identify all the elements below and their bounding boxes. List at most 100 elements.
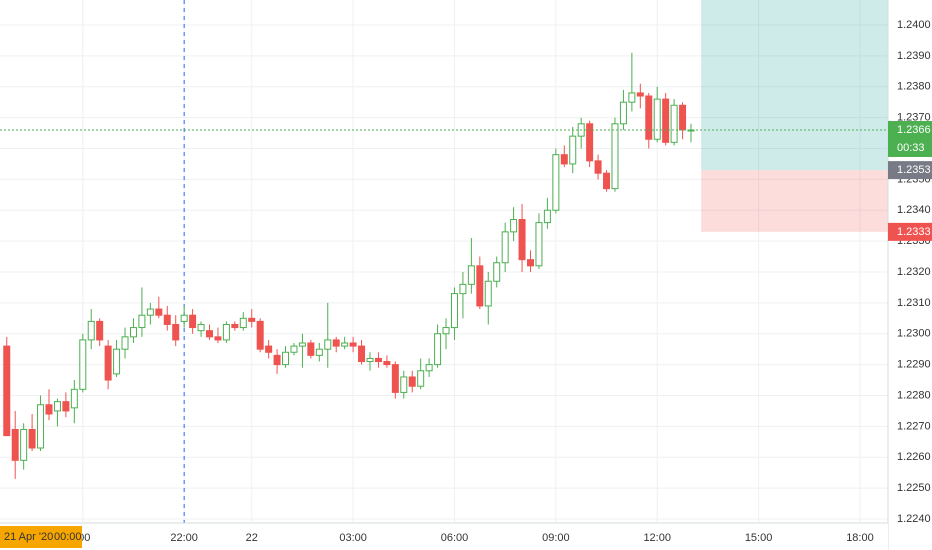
candle-body [62, 401, 70, 412]
candle-body [96, 320, 104, 341]
candle-body [248, 317, 256, 322]
candle-body [569, 135, 577, 165]
candle-body [662, 98, 670, 143]
candle-body [3, 345, 11, 437]
loss-zone [701, 170, 888, 232]
candle-body [70, 388, 78, 409]
y-tick-label: 1.2300 [897, 328, 931, 340]
y-tick-label: 1.2400 [897, 19, 931, 31]
entry-label: 1.2353 [897, 164, 931, 176]
candle-body [180, 314, 188, 322]
candle-body [611, 123, 619, 190]
candle-body [603, 172, 611, 190]
candle-body [214, 336, 222, 341]
candle-body [307, 342, 315, 356]
candle-body [619, 101, 627, 125]
stop-label: 1.2333 [897, 226, 931, 238]
candle-body [543, 209, 551, 224]
candle-body [501, 231, 509, 264]
candle-body [518, 219, 526, 261]
candle-body [104, 345, 112, 381]
candle-body [189, 314, 197, 329]
candle-body [87, 320, 95, 341]
candle-body [586, 123, 594, 162]
y-tick-label: 1.2310 [897, 297, 931, 309]
y-tick-label: 1.2380 [897, 81, 931, 93]
candle-body [256, 320, 264, 350]
entry-label-bg [888, 161, 932, 180]
countdown-label-bg [888, 138, 932, 157]
candle-body [670, 104, 678, 143]
y-tick-label: 1.2320 [897, 266, 931, 278]
candle-body [679, 104, 687, 131]
candle-body [290, 345, 298, 353]
candle-body [28, 428, 36, 449]
candle-body [434, 333, 442, 366]
candle-body [628, 92, 636, 103]
candle-body [273, 354, 281, 366]
candle-body [653, 98, 661, 140]
x-tick-label: 06:00 [441, 532, 469, 544]
candle-body [155, 308, 163, 316]
crosshair-time: 00:00 [54, 531, 82, 543]
candle-body [172, 323, 180, 341]
candle-body [298, 342, 306, 347]
candle-body [113, 348, 121, 375]
candle-body [231, 323, 239, 329]
x-tick-label: 22 [246, 532, 258, 544]
x-tick-label: 15:00 [745, 532, 773, 544]
price-axis [888, 0, 932, 550]
time-axis [0, 523, 888, 550]
candle-body [374, 357, 382, 363]
candle-body [527, 259, 535, 267]
candle-body [442, 327, 450, 335]
candle-body [11, 428, 19, 461]
y-tick-label: 1.2370 [897, 112, 931, 124]
stop-label-bg [888, 222, 932, 241]
candle-body [349, 342, 357, 347]
x-tick-label: 09:00 [542, 532, 570, 544]
crosshair-date-bg [0, 526, 82, 548]
candle-body [535, 222, 543, 267]
candle-body [315, 348, 323, 356]
candle-body [45, 404, 53, 415]
y-tick-label: 1.2340 [897, 204, 931, 216]
candle-body [417, 370, 425, 387]
candle-body [383, 361, 391, 366]
candle-body [146, 308, 154, 316]
countdown-label: 00:33 [897, 142, 925, 154]
candle-body [467, 265, 475, 285]
candle-body [197, 323, 205, 332]
candle-body [222, 323, 230, 341]
y-tick-label: 1.2390 [897, 50, 931, 62]
candle-body [493, 262, 501, 282]
candle-body [645, 95, 653, 140]
candle-body [594, 160, 602, 174]
candle-body [391, 364, 399, 393]
candle-body [636, 92, 644, 97]
candle-body [366, 357, 374, 363]
x-tick-label: 12:00 [643, 532, 671, 544]
candle-body [79, 339, 87, 390]
y-tick-label: 1.2270 [897, 420, 931, 432]
y-tick-label: 1.2250 [897, 482, 931, 494]
candle-body [408, 376, 416, 387]
y-tick-label: 1.2280 [897, 389, 931, 401]
candle-body [459, 283, 467, 295]
candle-body [20, 428, 28, 461]
candle-body [53, 401, 61, 412]
candle-body [560, 154, 568, 165]
x-tick-label: 22:00 [170, 532, 198, 544]
y-tick-label: 1.2260 [897, 451, 931, 463]
candle-body [341, 342, 349, 347]
y-tick-label: 1.2240 [897, 513, 931, 525]
candle-body [282, 351, 290, 366]
candle-body [265, 345, 273, 353]
candle-body [510, 219, 518, 233]
candle-body [163, 314, 171, 325]
candle-body [476, 265, 484, 307]
profit-zone [701, 0, 888, 171]
x-tick-label: 03:00 [339, 532, 367, 544]
candle-body [205, 330, 213, 338]
